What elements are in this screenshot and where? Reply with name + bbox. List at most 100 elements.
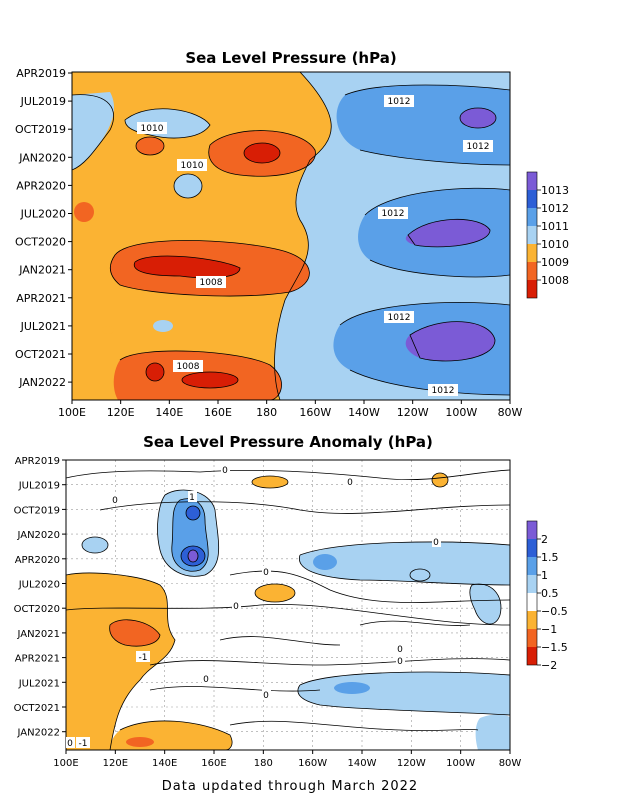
y-tick-label: JAN2022 xyxy=(16,728,60,739)
y-tick-label: JUL2020 xyxy=(18,580,60,591)
svg-text:1012: 1012 xyxy=(388,97,411,107)
anomaly-x-ticks: 100E 120E 140E 160E 180 160W 140W 120W 100W 80W xyxy=(53,750,521,769)
anom-clabel: -1 xyxy=(76,737,90,749)
cbar-label: 1013 xyxy=(541,184,569,197)
svg-text:1012: 1012 xyxy=(432,386,455,396)
x-tick-label: 120E xyxy=(103,758,128,769)
anom-clabel: 1 xyxy=(188,491,197,503)
x-tick-label: 100W xyxy=(445,406,477,419)
anom-cbar-swatch xyxy=(527,575,537,593)
y-tick-label: OCT2019 xyxy=(14,505,60,516)
slp-clabel: 1012 xyxy=(463,140,493,152)
anom-fill-neg-c xyxy=(252,476,288,488)
svg-text:1012: 1012 xyxy=(382,209,405,219)
slp-fill-1008-c xyxy=(146,363,164,381)
svg-text:0: 0 xyxy=(397,645,403,655)
anomaly-chart: Sea Level Pressure Anomaly (hPa) xyxy=(14,433,568,794)
slp-clabel: 1010 xyxy=(137,122,167,134)
y-tick-label: JAN2022 xyxy=(18,376,66,389)
y-tick-label: OCT2021 xyxy=(15,348,66,361)
cbar-label: 1011 xyxy=(541,220,569,233)
svg-text:0: 0 xyxy=(112,496,118,506)
x-tick-label: 160W xyxy=(298,758,327,769)
y-tick-label: APR2020 xyxy=(15,555,60,566)
svg-text:1008: 1008 xyxy=(200,278,223,288)
y-tick-label: JUL2020 xyxy=(20,208,66,221)
x-tick-label: 180 xyxy=(254,758,273,769)
y-tick-label: APR2019 xyxy=(15,456,60,467)
anom-clabel: 0 xyxy=(232,600,241,612)
x-tick-label: 120W xyxy=(397,758,426,769)
slp-cbar-swatch xyxy=(527,190,537,208)
cbar-label: 1009 xyxy=(541,256,569,269)
x-tick-label: 140W xyxy=(348,406,380,419)
slp-clabel: 1012 xyxy=(384,311,414,323)
cbar-label: 2 xyxy=(541,533,548,546)
x-tick-label: 100W xyxy=(446,758,475,769)
anom-cbar-swatch xyxy=(527,539,537,557)
y-tick-label: JAN2021 xyxy=(16,629,60,640)
svg-text:1012: 1012 xyxy=(388,313,411,323)
svg-text:1: 1 xyxy=(189,493,195,503)
y-tick-label: OCT2020 xyxy=(14,604,60,615)
y-tick-label: JAN2021 xyxy=(18,264,66,277)
svg-text:0: 0 xyxy=(433,538,439,548)
svg-text:0: 0 xyxy=(263,568,269,578)
svg-text:0: 0 xyxy=(397,657,403,667)
y-tick-label: OCT2021 xyxy=(14,703,60,714)
slp-fill-1008-1009-e xyxy=(74,202,94,222)
y-tick-label: JAN2020 xyxy=(18,151,66,164)
y-tick-label: APR2020 xyxy=(16,179,66,192)
x-tick-label: 100E xyxy=(58,406,86,419)
svg-text:1010: 1010 xyxy=(141,124,164,134)
slp-fill-1012-1013-b xyxy=(405,219,490,247)
slp-cbar-swatch xyxy=(527,226,537,244)
svg-text:-1: -1 xyxy=(139,653,148,663)
y-tick-label: APR2019 xyxy=(16,67,66,80)
slp-fill-1012-1013-a xyxy=(460,108,496,128)
anom-cbar-swatch xyxy=(527,611,537,629)
cbar-label: 1.5 xyxy=(541,551,559,564)
slp-field xyxy=(72,72,510,400)
slp-cbar-swatch xyxy=(527,262,537,280)
svg-text:0: 0 xyxy=(263,691,269,701)
slp-clabel: 1012 xyxy=(428,384,458,396)
anomaly-y-ticks: APR2019 JUL2019 OCT2019 JAN2020 APR2020 JUL20… xyxy=(14,456,66,739)
slp-clabel: 1010 xyxy=(177,159,207,171)
y-tick-label: JUL2021 xyxy=(18,678,60,689)
y-tick-label: OCT2019 xyxy=(15,123,66,136)
anom-clabel: 0 xyxy=(346,476,355,488)
anom-fill-neg-1b xyxy=(126,737,154,747)
svg-text:0: 0 xyxy=(233,602,239,612)
x-tick-label: 120W xyxy=(397,406,429,419)
slp-fill-1010-1011-west xyxy=(72,92,115,170)
anom-clabel: 0 xyxy=(202,673,211,685)
slp-clabel: 1012 xyxy=(378,207,408,219)
svg-text:0: 0 xyxy=(347,478,353,488)
cbar-label: 1010 xyxy=(541,238,569,251)
x-tick-label: 80W xyxy=(498,406,523,419)
svg-text:1010: 1010 xyxy=(181,161,204,171)
slp-fill-1008-b xyxy=(134,255,240,278)
slp-y-ticks: APR2019 JUL2019 OCT2019 JAN2020 APR2020 JUL20… xyxy=(15,67,72,389)
svg-text:1008: 1008 xyxy=(177,362,200,372)
y-tick-label: JUL2019 xyxy=(18,481,60,492)
cbar-label: −2 xyxy=(541,659,557,672)
y-tick-label: JUL2021 xyxy=(20,320,66,333)
anom-cbar-swatch xyxy=(527,629,537,647)
anom-clabel: 0 xyxy=(111,494,120,506)
slp-chart: Sea Level Pressure (hPa) xyxy=(15,49,569,419)
slp-fill-1010-1011-spot xyxy=(174,174,202,198)
slp-fill-spot xyxy=(102,326,114,334)
slp-cbar-swatch xyxy=(527,172,537,190)
anomaly-colorbar: −2 −1.5 −1 −0.5 0.5 1 1.5 2 xyxy=(526,520,568,672)
slp-colorbar: 1008 1009 1010 1011 1012 1013 xyxy=(526,171,569,299)
anom-fill-pos-2 xyxy=(188,550,198,562)
anom-fill-pos-0.5-d xyxy=(469,584,501,625)
anom-cbar-swatch xyxy=(527,557,537,575)
anom-clabel: 0 xyxy=(221,464,230,476)
anomaly-field xyxy=(66,460,510,750)
x-tick-label: 140E xyxy=(152,758,177,769)
svg-text:0: 0 xyxy=(203,675,209,685)
anom-fill-neg-e xyxy=(255,584,295,602)
